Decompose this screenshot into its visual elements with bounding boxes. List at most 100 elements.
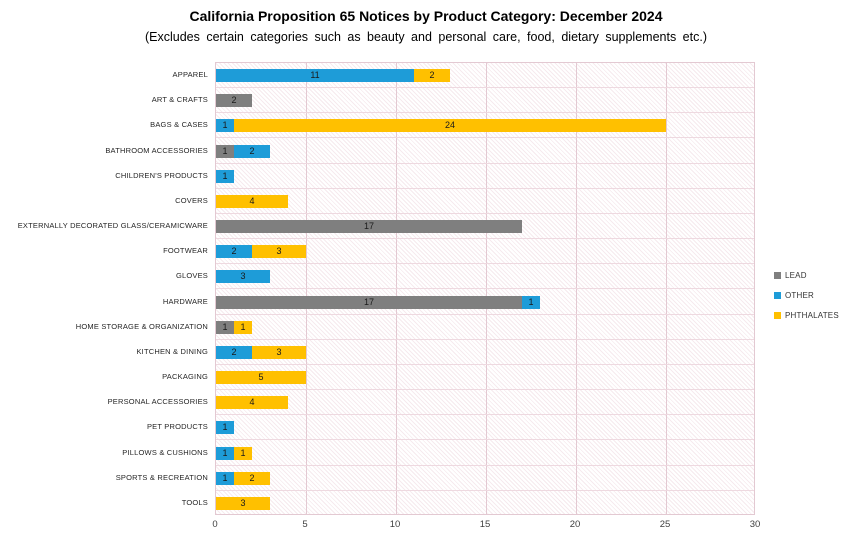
bar-label: 3 (276, 346, 282, 357)
bar-label: 2 (249, 472, 255, 483)
category-label: KITCHEN & DINING (136, 346, 208, 356)
legend-item-other: OTHER (774, 291, 839, 300)
bar-label: 1 (240, 321, 246, 332)
category-label: FOOTWEAR (163, 246, 208, 256)
category-label: EXTERNALLY DECORATED GLASS/CERAMICWARE (17, 221, 208, 231)
x-tick-label: 10 (389, 519, 401, 530)
bar-label: 4 (249, 397, 255, 408)
legend-label: LEAD (785, 271, 807, 280)
bar-segment-other: 11 (216, 69, 414, 83)
category-label: APPAREL (172, 70, 208, 80)
bar-segment-other: 1 (522, 295, 540, 309)
x-tick-label: 30 (749, 519, 761, 530)
bar-label: 1 (222, 422, 228, 433)
bar-segment-other: 2 (216, 245, 252, 259)
bar-label: 1 (222, 170, 228, 181)
chart-row: 1 24 (216, 113, 754, 139)
bar-label: 24 (444, 120, 455, 131)
chart-row: 1 (216, 164, 754, 189)
bar-label: 1 (222, 472, 228, 483)
bar-label: 3 (240, 271, 246, 282)
bar-segment-other: 1 (216, 119, 234, 133)
bar-segment-phthalates: 3 (216, 496, 270, 510)
bar-segment-phthalates: 4 (216, 396, 288, 410)
category-label: CHILDREN'S PRODUCTS (115, 170, 208, 180)
bar-label: 17 (363, 296, 374, 307)
bar-segment-lead: 1 (216, 144, 234, 158)
chart-row: 2 (216, 88, 754, 114)
bar-segment-phthalates: 3 (252, 345, 306, 359)
bar-segment-phthalates: 3 (252, 245, 306, 259)
bar-segment-other: 1 (216, 471, 234, 485)
bar-label: 4 (249, 195, 255, 206)
bar-label: 2 (231, 95, 237, 106)
chart-row: 11 2 (216, 63, 754, 89)
category-label: GLOVES (175, 271, 208, 281)
chart-row: 3 (216, 264, 754, 290)
bar-segment-phthalates: 2 (414, 69, 450, 83)
bar-label: 2 (429, 70, 435, 81)
bar-segment-other: 1 (216, 169, 234, 183)
bar-segment-other: 1 (216, 446, 234, 460)
chart-row: 3 (216, 491, 754, 516)
category-label: HARDWARE (162, 296, 208, 306)
chart-row: 4 (216, 189, 754, 214)
bar-label: 3 (276, 246, 282, 257)
legend-swatch (774, 312, 781, 319)
bar-segment-phthalates: 4 (216, 194, 288, 208)
chart-title: California Proposition 65 Notices by Pro… (189, 8, 663, 24)
category-label: PACKAGING (162, 372, 208, 382)
category-label: TOOLS (181, 497, 208, 507)
bar-segment-lead: 2 (216, 94, 252, 108)
x-tick-label: 5 (302, 519, 308, 530)
bar-segment-other: 3 (216, 270, 270, 284)
legend-item-lead: LEAD (774, 271, 839, 280)
chart-row: 4 (216, 390, 754, 416)
category-label: COVERS (175, 195, 208, 205)
bar-segment-phthalates: 1 (234, 446, 252, 460)
bar-segment-lead: 17 (216, 295, 522, 309)
chart-row: 17 1 (216, 290, 754, 315)
category-label: PERSONAL ACCESSORIES (107, 397, 208, 407)
chart-row: 17 (216, 214, 754, 240)
bar-label: 1 (240, 447, 246, 458)
plot-area: 11 2 2 1 24 1 2 1 4 17 2 3 3 17 1 1 1 2 3 5 4 1 1 1 1 2 3 (215, 62, 755, 515)
category-label: PET PRODUCTS (146, 422, 208, 432)
legend-label: OTHER (785, 291, 814, 300)
bar-label: 1 (528, 296, 534, 307)
bar-label: 1 (222, 447, 228, 458)
x-tick-label: 15 (479, 519, 491, 530)
bar-segment-phthalates: 2 (234, 471, 270, 485)
category-label: BATHROOM ACCESSORIES (105, 145, 208, 155)
category-label: BAGS & CASES (150, 120, 208, 130)
bar-label: 3 (240, 497, 246, 508)
bar-segment-lead: 17 (216, 220, 522, 234)
bar-label: 11 (310, 70, 320, 81)
bar-label: 2 (249, 145, 255, 156)
bar-segment-other: 1 (216, 421, 234, 435)
chart-subtitle: (Excludes certain categories such as bea… (145, 30, 707, 44)
chart-row: 5 (216, 365, 754, 391)
x-tick-label: 0 (212, 519, 218, 530)
x-tick-label: 25 (659, 519, 671, 530)
bar-label: 17 (363, 221, 374, 232)
legend: LEAD OTHER PHTHALATES (774, 271, 839, 320)
category-label: SPORTS & RECREATION (115, 472, 208, 482)
bar-segment-other: 2 (216, 345, 252, 359)
x-tick-label: 20 (569, 519, 581, 530)
category-label: PILLOWS & CUSHIONS (122, 447, 208, 457)
bar-segment-phthalates: 24 (234, 119, 666, 133)
bar-segment-phthalates: 1 (234, 320, 252, 334)
legend-label: PHTHALATES (785, 311, 839, 320)
bar-segment-other: 2 (234, 144, 270, 158)
bar-segment-phthalates: 5 (216, 371, 306, 385)
legend-item-phthalates: PHTHALATES (774, 311, 839, 320)
bar-label: 1 (222, 145, 228, 156)
bar-label: 5 (258, 372, 264, 383)
bar-label: 1 (222, 321, 228, 332)
